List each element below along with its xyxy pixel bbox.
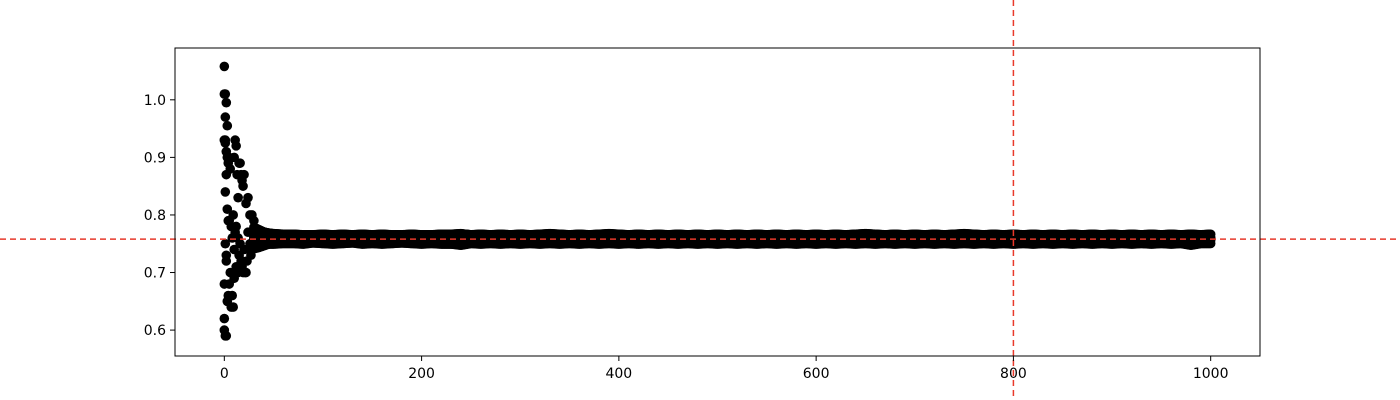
data-point [235,158,245,168]
x-tick-label: 1000 [1193,366,1229,382]
data-point [220,89,231,99]
data-point [222,120,233,131]
x-tick-label: 0 [220,366,229,382]
data-point [220,187,231,197]
x-tick-label: 600 [803,366,830,382]
data-point [221,331,232,341]
x-tick-label: 800 [1000,366,1027,382]
plot-area [219,61,1216,341]
data-point [221,97,232,108]
data-point [229,244,239,255]
data-point [239,244,249,255]
y-tick-label: 0.6 [144,323,166,339]
data-point [239,169,249,180]
data-point [220,135,231,145]
y-tick-label: 1.0 [144,93,166,109]
data-point [221,250,232,261]
data-point [233,233,243,243]
y-tick-label: 0.9 [144,150,166,166]
x-tick-label: 400 [605,366,632,382]
y-tick-label: 0.8 [144,208,166,224]
data-point [219,313,230,324]
data-point [237,256,247,266]
y-tick-label: 0.7 [144,266,166,282]
data-point [243,192,253,203]
data-point [219,61,230,72]
data-point [231,221,241,232]
data-point [223,215,234,226]
y-axis: 0.6 0.7 0.8 0.9 1.0 [144,93,175,339]
data-point [222,204,233,214]
x-axis: 0 200 400 600 800 1000 [220,356,1229,382]
data-point [220,112,231,122]
data-point [249,215,259,226]
data-point [231,141,241,151]
data-point [238,181,248,191]
data-point [1205,238,1216,249]
data-point [241,267,251,278]
data-point [220,238,231,249]
data-point [225,164,236,174]
data-point [228,302,238,312]
axes-frame [174,47,1261,357]
data-point [231,261,241,272]
x-tick-label: 200 [408,366,435,382]
data-point [227,290,238,301]
data-point [233,192,243,203]
data-point [1205,229,1216,240]
